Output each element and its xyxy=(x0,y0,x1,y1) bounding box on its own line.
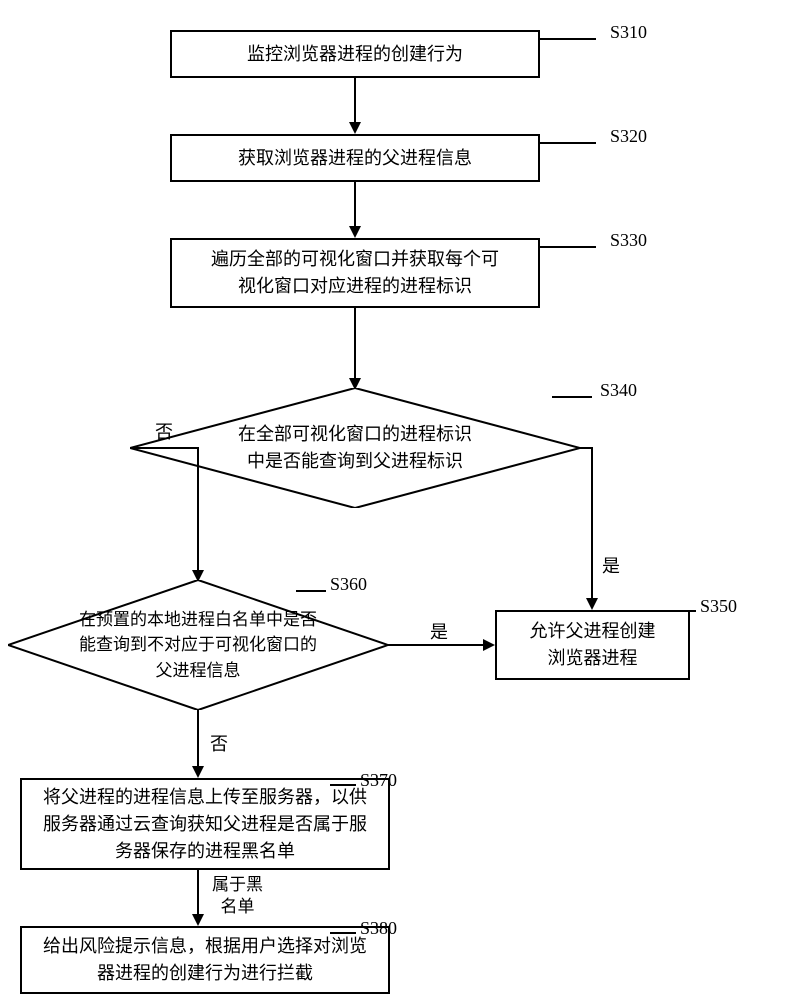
node-s360-text: 在预置的本地进程白名单中是否 能查询到不对应于可视化窗口的 父进程信息 xyxy=(79,607,317,684)
label-s330: S330 xyxy=(610,230,647,251)
label-s320: S320 xyxy=(610,126,647,147)
edge-s360-no: 否 xyxy=(210,730,228,756)
node-s310-text: 监控浏览器进程的创建行为 xyxy=(247,41,463,68)
node-s320: 获取浏览器进程的父进程信息 xyxy=(170,134,540,182)
node-s360: 在预置的本地进程白名单中是否 能查询到不对应于可视化窗口的 父进程信息 xyxy=(8,580,388,710)
node-s380: 给出风险提示信息，根据用户选择对浏览 器进程的创建行为进行拦截 xyxy=(20,926,390,994)
node-s350-text: 允许父进程创建 浏览器进程 xyxy=(530,618,656,672)
node-s370-text: 将父进程的进程信息上传至服务器，以供 服务器通过云查询获知父进程是否属于服 务器… xyxy=(43,784,367,865)
edge-s340-yes: 是 xyxy=(602,552,620,578)
flowchart-canvas: 监控浏览器进程的创建行为 S310 获取浏览器进程的父进程信息 S320 遍历全… xyxy=(0,0,792,1000)
node-s380-text: 给出风险提示信息，根据用户选择对浏览 器进程的创建行为进行拦截 xyxy=(43,933,367,987)
label-s380: S380 xyxy=(360,918,397,939)
edge-s340-no: 否 xyxy=(155,418,173,444)
node-s330: 遍历全部的可视化窗口并获取每个可 视化窗口对应进程的进程标识 xyxy=(170,238,540,308)
node-s350: 允许父进程创建 浏览器进程 xyxy=(495,610,690,680)
label-s310: S310 xyxy=(610,22,647,43)
node-s320-text: 获取浏览器进程的父进程信息 xyxy=(238,145,472,172)
label-s340: S340 xyxy=(600,380,637,401)
edge-s360-yes: 是 xyxy=(430,618,448,644)
node-s370: 将父进程的进程信息上传至服务器，以供 服务器通过云查询获知父进程是否属于服 务器… xyxy=(20,778,390,870)
label-s360: S360 xyxy=(330,574,367,595)
label-s370: S370 xyxy=(360,770,397,791)
node-s310: 监控浏览器进程的创建行为 xyxy=(170,30,540,78)
node-s330-text: 遍历全部的可视化窗口并获取每个可 视化窗口对应进程的进程标识 xyxy=(211,246,499,300)
edge-s370-blacklist: 属于黑 名单 xyxy=(212,874,263,918)
node-s340-text: 在全部可视化窗口的进程标识 中是否能查询到父进程标识 xyxy=(238,421,472,475)
label-s350: S350 xyxy=(700,596,737,617)
